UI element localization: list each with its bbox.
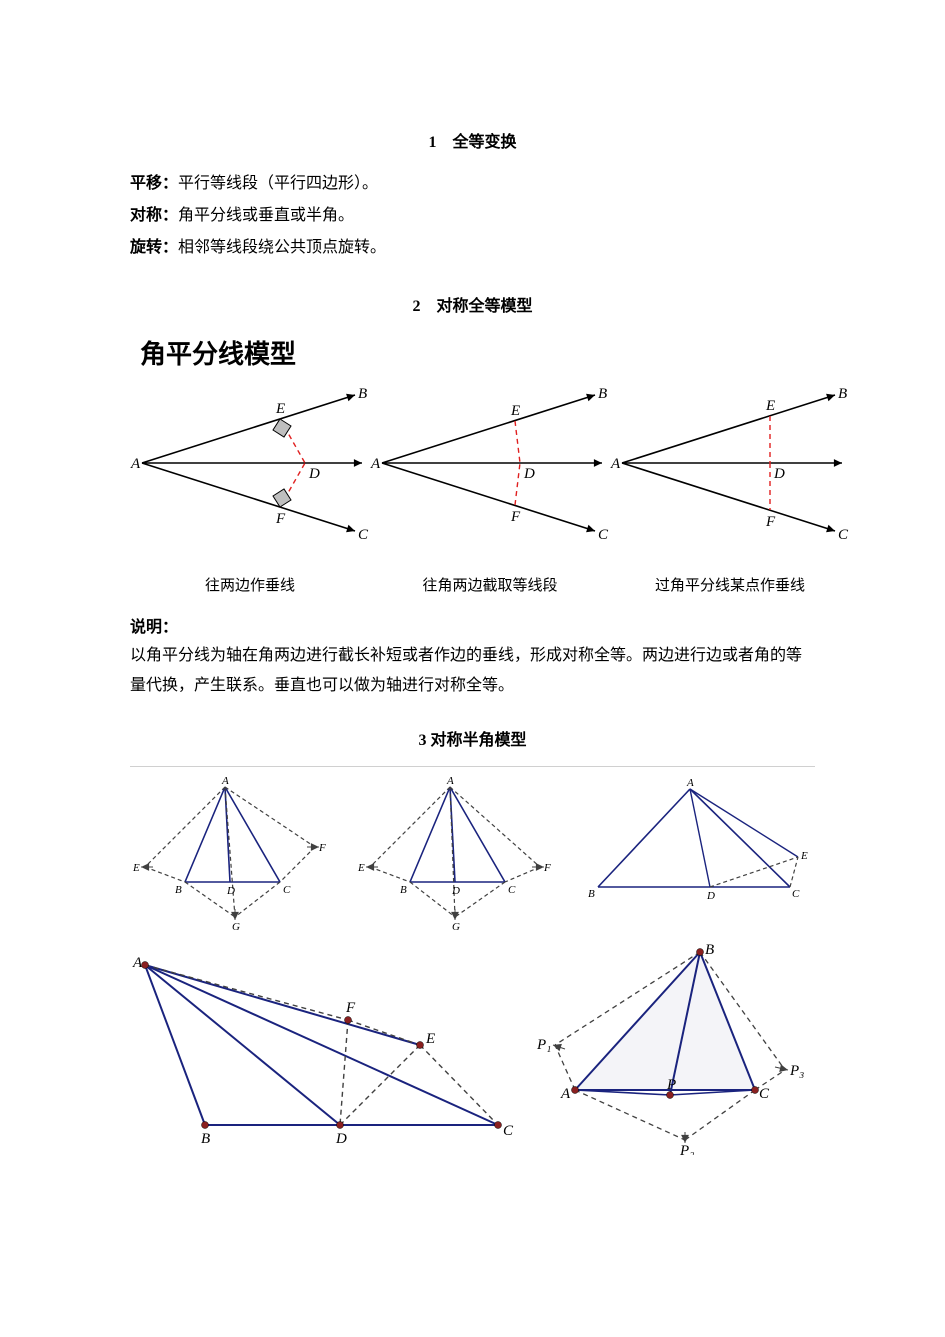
bisector-fig-3: A B C D E F <box>610 381 850 546</box>
line-translation: 平移：平行等线段（平行四边形）。 <box>130 168 815 200</box>
svg-text:C: C <box>792 888 800 900</box>
svg-text:C: C <box>358 527 369 543</box>
svg-text:F: F <box>345 1000 356 1016</box>
svg-text:C: C <box>508 884 516 896</box>
bisector-fig-2: A B C D E F <box>370 381 610 546</box>
svg-text:B: B <box>838 386 847 402</box>
half-angle-fig-a: A B C D E F G <box>130 777 340 932</box>
svg-text:E: E <box>425 1031 435 1047</box>
svg-text:A: A <box>446 777 454 787</box>
svg-text:B: B <box>400 884 407 896</box>
svg-text:B: B <box>358 386 367 402</box>
svg-text:A: A <box>221 777 229 787</box>
svg-text:B: B <box>201 1131 210 1147</box>
line-rotation: 旋转：相邻等线段绕公共顶点旋转。 <box>130 232 815 264</box>
svg-text:E: E <box>275 401 285 417</box>
svg-text:A: A <box>130 456 141 472</box>
caption-1: 往两边作垂线 <box>205 574 295 595</box>
svg-text:B: B <box>588 888 595 900</box>
text-translation: 平行等线段（平行四边形）。 <box>178 175 378 192</box>
svg-text:A: A <box>686 777 694 789</box>
svg-text:D: D <box>226 885 235 897</box>
explain-label: 说明： <box>130 613 815 637</box>
svg-text:A: A <box>610 456 621 472</box>
text-rotation: 相邻等线段绕公共顶点旋转。 <box>178 239 386 256</box>
svg-text:E: E <box>800 850 808 862</box>
half-angle-fig-e: A B C P P₁ P₂ P₃ <box>535 940 815 1155</box>
text-symmetry: 角平分线或垂直或半角。 <box>178 207 354 224</box>
section3-title: 3 对称半角模型 <box>130 726 815 750</box>
bisector-diagram-row: A B C D E F 往两边作垂线 A B C D E F 往角两边截取等线段 A B C D E F 过角… <box>130 381 815 595</box>
half-angle-fig-b: A B C D E F G <box>355 777 565 932</box>
section1-title: 1 全等变换 <box>130 128 815 152</box>
svg-text:C: C <box>838 527 849 543</box>
svg-text:D: D <box>523 466 535 482</box>
svg-text:E: E <box>765 398 775 414</box>
line-symmetry: 对称：角平分线或垂直或半角。 <box>130 200 815 232</box>
half-angle-fig-d: A B C D E F <box>130 950 525 1150</box>
svg-text:F: F <box>543 862 551 874</box>
half-angle-grid: A B C D E F G A B C D E F G A B C D E A B C D E F A B C P P₁ P₂ P₃ <box>130 766 815 1155</box>
section2-title: 2 对称全等模型 <box>130 292 815 316</box>
svg-text:E: E <box>132 862 140 874</box>
label-symmetry: 对称： <box>130 207 178 224</box>
svg-text:B: B <box>175 884 182 896</box>
caption-3: 过角平分线某点作垂线 <box>655 574 805 595</box>
svg-text:A: A <box>560 1086 571 1102</box>
svg-text:E: E <box>510 403 520 419</box>
svg-text:D: D <box>451 885 460 897</box>
svg-text:D: D <box>335 1131 347 1147</box>
diagram-2: A B C D E F 往角两边截取等线段 <box>370 381 610 595</box>
label-rotation: 旋转： <box>130 239 178 256</box>
svg-text:F: F <box>765 514 776 530</box>
svg-text:C: C <box>598 527 609 543</box>
caption-2: 往角两边截取等线段 <box>422 574 557 595</box>
label-translation: 平移： <box>130 175 178 192</box>
angle-bisector-heading: 角平分线模型 <box>140 334 815 371</box>
svg-text:B: B <box>598 386 607 402</box>
bisector-fig-1: A B C D E F <box>130 381 370 546</box>
explain-text: 以角平分线为轴在角两边进行截长补短或者作边的垂线，形成对称全等。两边进行边或者角… <box>130 641 815 702</box>
svg-text:P₂: P₂ <box>679 1143 694 1155</box>
svg-text:D: D <box>706 890 715 902</box>
diagram-3: A B C D E F 过角平分线某点作垂线 <box>610 381 850 595</box>
svg-text:D: D <box>773 466 785 482</box>
svg-text:G: G <box>232 921 240 932</box>
svg-text:P₃: P₃ <box>789 1063 804 1079</box>
svg-text:P₁: P₁ <box>536 1037 551 1053</box>
svg-text:C: C <box>503 1123 514 1139</box>
svg-text:C: C <box>759 1086 770 1102</box>
diagram-1: A B C D E F 往两边作垂线 <box>130 381 370 595</box>
svg-text:D: D <box>308 466 320 482</box>
half-angle-fig-c: A B C D E <box>580 777 815 932</box>
svg-text:P: P <box>666 1077 676 1093</box>
svg-text:C: C <box>283 884 291 896</box>
svg-text:F: F <box>510 509 521 525</box>
svg-text:G: G <box>452 921 460 932</box>
svg-text:F: F <box>318 842 326 854</box>
svg-text:F: F <box>275 511 286 527</box>
svg-text:E: E <box>357 862 365 874</box>
svg-text:B: B <box>705 942 714 958</box>
svg-text:A: A <box>132 955 143 971</box>
svg-text:A: A <box>370 456 381 472</box>
